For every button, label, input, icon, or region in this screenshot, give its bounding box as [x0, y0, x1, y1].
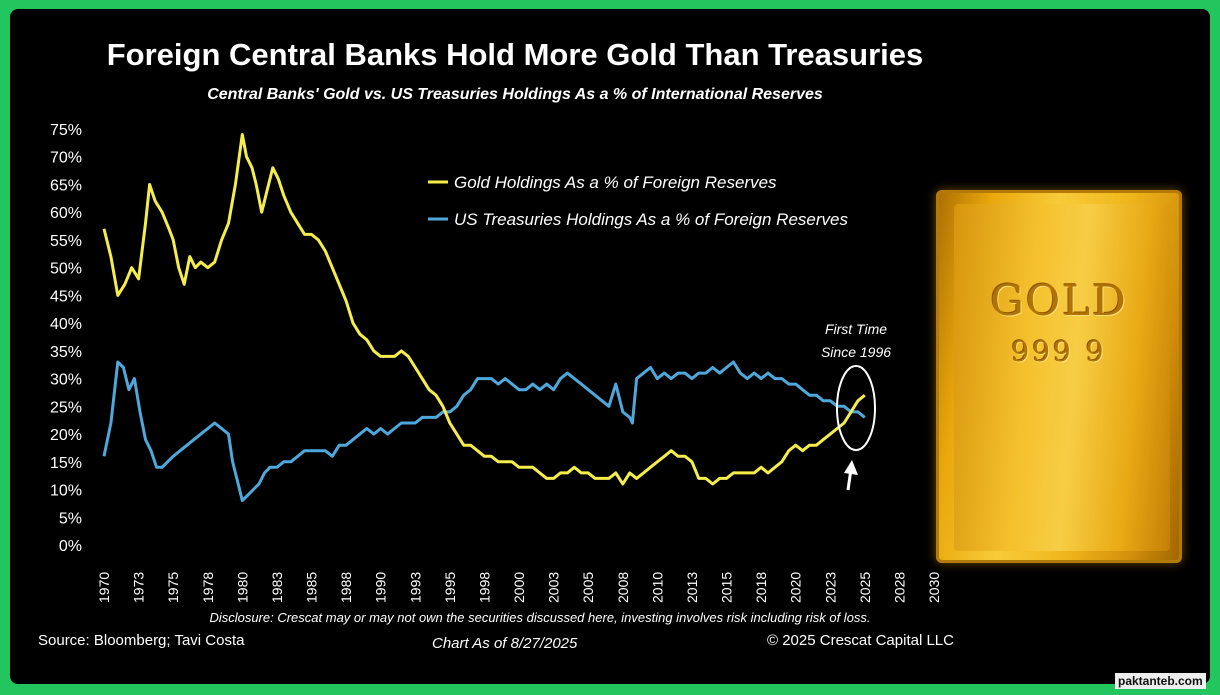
y-tick-label: 55% — [50, 233, 82, 250]
line-chart: 0% 5% 10% 15% 20% 25% 30% 35% 40% 45% 50% 55% 60% 65%… — [50, 122, 942, 603]
y-tick-label: 50% — [50, 261, 82, 278]
y-axis: 0% 5% 10% 15% 20% 25% 30% 35% 40% 45% 50% 55% 60% 65%… — [50, 122, 82, 555]
y-tick-label: 65% — [50, 177, 82, 194]
y-tick-label: 75% — [50, 122, 82, 139]
disclosure-text: Disclosure: Crescat may or may not own t… — [209, 610, 871, 625]
x-tick-label: 2028 — [891, 572, 907, 603]
x-tick-label: 1983 — [269, 572, 285, 603]
x-tick-label: 2018 — [753, 572, 769, 603]
y-tick-label: 0% — [59, 538, 82, 555]
y-tick-label: 15% — [50, 455, 82, 472]
gold-bar-image: GOLD 999 9 — [936, 190, 1182, 563]
x-tick-label: 1975 — [165, 572, 181, 603]
copyright-text: © 2025 Crescat Capital LLC — [767, 632, 954, 649]
arrow-up-icon — [844, 460, 858, 475]
y-tick-label: 20% — [50, 427, 82, 444]
x-tick-label: 2003 — [546, 572, 562, 603]
gold-series-line — [102, 133, 866, 486]
x-tick-label: 2023 — [822, 572, 838, 603]
as-of-date: Chart As of 8/27/2025 — [432, 635, 578, 652]
y-tick-label: 35% — [50, 344, 82, 361]
x-tick-label: 1970 — [96, 572, 112, 603]
annotation-line-2: Since 1996 — [821, 344, 891, 360]
x-tick-label: 2005 — [580, 572, 596, 603]
watermark: paktanteb.com — [1115, 673, 1206, 689]
series-lines — [102, 133, 866, 503]
gold-bar-face — [954, 204, 1170, 551]
y-tick-label: 10% — [50, 483, 82, 500]
highlight-ellipse — [836, 365, 876, 451]
y-tick-label: 45% — [50, 288, 82, 305]
x-tick-label: 1995 — [442, 572, 458, 603]
legend-label-treasuries: US Treasuries Holdings As a % of Foreign… — [454, 210, 848, 229]
x-tick-label: 1988 — [338, 572, 354, 603]
x-tick-label: 2008 — [615, 572, 631, 603]
x-tick-label: 2015 — [719, 572, 735, 603]
x-tick-label: 1980 — [234, 572, 250, 603]
legend-label-gold: Gold Holdings As a % of Foreign Reserves — [454, 173, 777, 192]
y-tick-label: 60% — [50, 205, 82, 222]
gold-bar-label: GOLD — [990, 276, 1128, 325]
y-tick-label: 70% — [50, 150, 82, 167]
legend: Gold Holdings As a % of Foreign Reserves… — [428, 173, 848, 229]
x-tick-label: 1985 — [304, 572, 320, 603]
x-tick-label: 1973 — [131, 572, 147, 603]
x-tick-label: 1978 — [200, 572, 216, 603]
x-tick-label: 1998 — [476, 572, 492, 603]
gold-bar-purity: 999 9 — [1011, 335, 1107, 368]
x-tick-label: 2020 — [788, 572, 804, 603]
x-tick-label: 2025 — [857, 572, 873, 603]
treasuries-series-line — [102, 360, 866, 503]
annotation-line-1: First Time — [825, 321, 887, 337]
source-text: Source: Bloomberg; Tavi Costa — [38, 632, 245, 649]
y-tick-label: 30% — [50, 372, 82, 389]
chart-subtitle: Central Banks' Gold vs. US Treasuries Ho… — [207, 86, 823, 103]
x-tick-label: 2013 — [684, 572, 700, 603]
x-tick-label: 2000 — [511, 572, 527, 603]
y-tick-label: 5% — [59, 510, 82, 527]
x-axis: 1970 1973 1975 1978 1980 1983 1985 1988 1990 1993… — [96, 572, 942, 603]
crossover-annotation: First Time Since 1996 — [821, 321, 891, 491]
chart-frame: Foreign Central Banks Hold More Gold Tha… — [10, 9, 1210, 684]
x-tick-label: 2030 — [926, 572, 942, 603]
x-tick-label: 1993 — [407, 572, 423, 603]
chart-title: Foreign Central Banks Hold More Gold Tha… — [106, 37, 924, 72]
x-tick-label: 2010 — [649, 572, 665, 603]
y-tick-label: 25% — [50, 399, 82, 416]
y-tick-label: 40% — [50, 316, 82, 333]
x-tick-label: 1990 — [373, 572, 389, 603]
